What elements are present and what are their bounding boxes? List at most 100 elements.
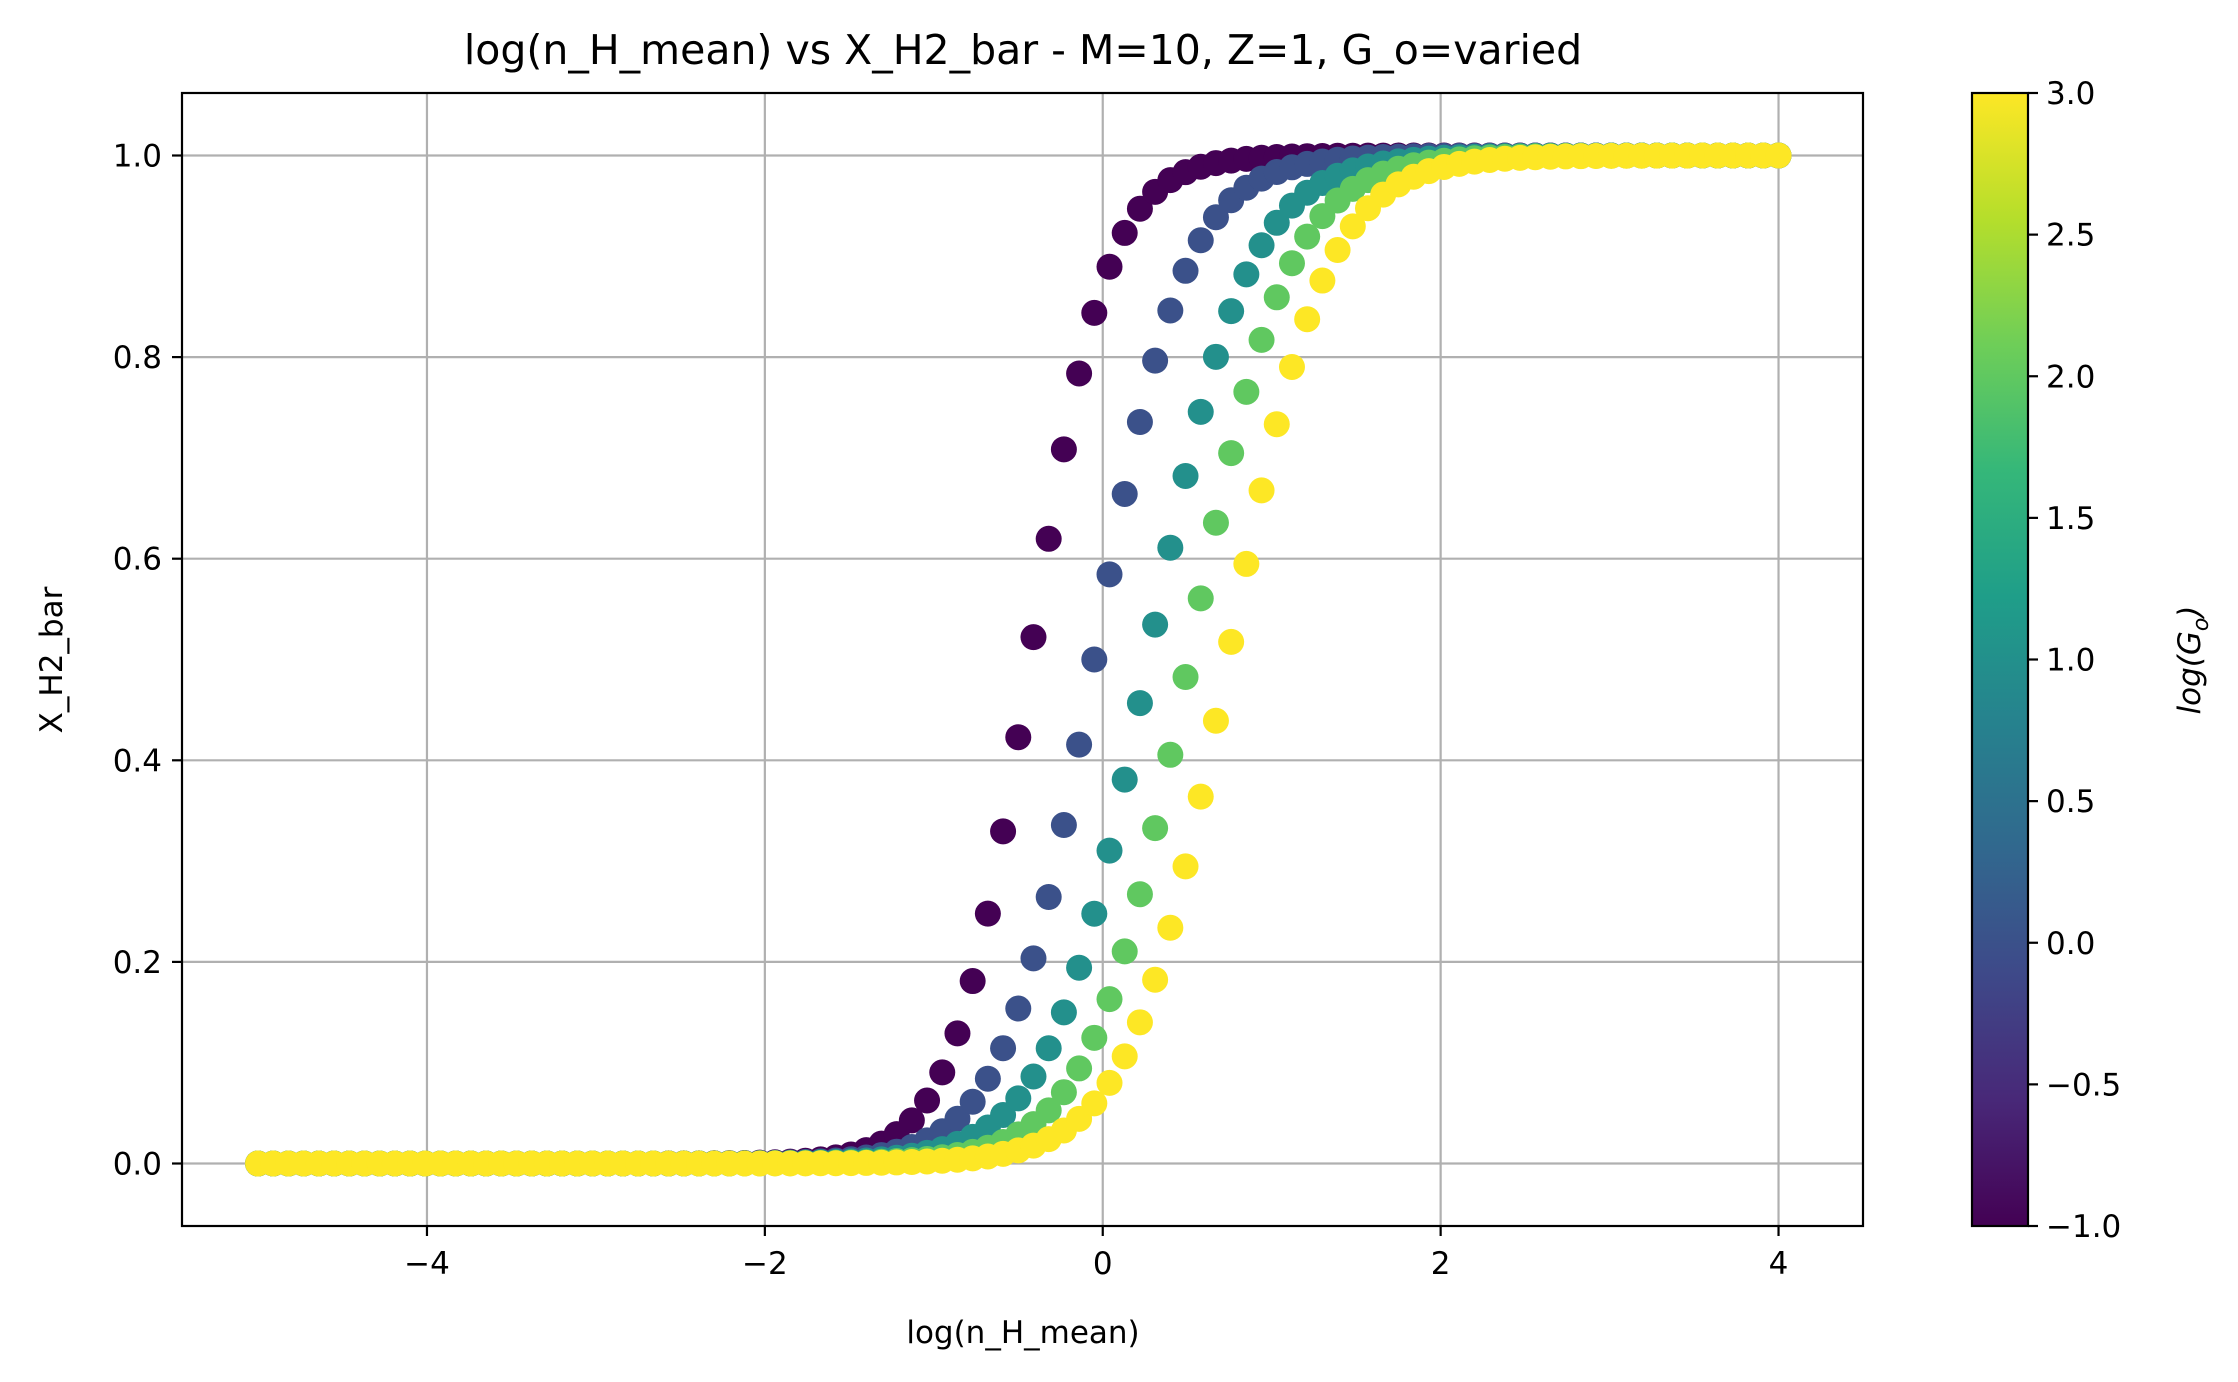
data-point — [1157, 914, 1184, 941]
x-tick-label: −4 — [404, 1246, 450, 1282]
colorbar-tick-label: 2.5 — [2046, 218, 2095, 254]
data-point — [1172, 257, 1199, 284]
data-point — [1172, 462, 1199, 489]
data-point — [974, 900, 1001, 927]
data-point — [1050, 436, 1077, 463]
colorbar-label-subscript: o — [2189, 618, 2214, 631]
y-tick-label: 1.0 — [113, 138, 162, 174]
data-point — [1172, 853, 1199, 880]
data-point — [974, 1065, 1001, 1092]
data-point — [1142, 611, 1169, 638]
data-point — [1294, 223, 1321, 250]
data-point — [1187, 227, 1214, 254]
data-point — [1187, 585, 1214, 612]
data-point — [1248, 326, 1275, 353]
data-point — [1050, 812, 1077, 839]
data-point — [1081, 900, 1108, 927]
data-point — [1187, 783, 1214, 810]
plot-frame — [180, 91, 1865, 1228]
data-point — [1096, 561, 1123, 588]
data-point — [1233, 378, 1260, 405]
scatter-points — [245, 142, 1792, 1177]
data-point — [1248, 477, 1275, 504]
data-point — [1187, 398, 1214, 425]
data-point — [1111, 1043, 1138, 1070]
data-point — [1081, 299, 1108, 326]
data-point — [944, 1105, 971, 1132]
data-point — [1157, 297, 1184, 324]
colorbar-label-close: ) — [2172, 606, 2208, 620]
data-point — [1005, 1085, 1032, 1112]
data-point — [1278, 353, 1305, 380]
x-axis-ticks: −4 −2 0 2 4 — [404, 1226, 1788, 1282]
data-point — [1263, 284, 1290, 311]
colorbar-ticks: −1.0 −0.5 0.0 0.5 1.0 1.5 2.0 2.5 3.0 — [2028, 76, 2121, 1245]
data-point — [1066, 731, 1093, 758]
colorbar-tick-label: 0.0 — [2046, 926, 2095, 962]
data-point — [1096, 837, 1123, 864]
data-point — [1005, 724, 1032, 751]
data-point — [1111, 480, 1138, 507]
data-point — [1111, 219, 1138, 246]
data-point — [929, 1059, 956, 1086]
data-point — [1005, 995, 1032, 1022]
data-point — [1050, 1079, 1077, 1106]
data-point — [1035, 1097, 1062, 1124]
data-point — [1126, 409, 1153, 435]
data-point — [1765, 142, 1792, 169]
colorbar-tick-label: −1.0 — [2046, 1209, 2121, 1245]
data-point — [1233, 261, 1260, 288]
data-point — [1126, 881, 1153, 908]
data-point — [1157, 534, 1184, 561]
data-point — [1126, 690, 1153, 717]
data-point — [1142, 815, 1169, 842]
y-tick-label: 0.2 — [113, 945, 162, 981]
data-point — [1248, 232, 1275, 259]
data-point — [1126, 1009, 1153, 1036]
colorbar: −1.0 −0.5 0.0 0.5 1.0 1.5 2.0 2.5 3.0 log(Go) — [1970, 76, 2214, 1245]
data-point — [1233, 550, 1260, 577]
data-point — [1263, 209, 1290, 236]
data-point — [1066, 1055, 1093, 1082]
colorbar-tick-label: 1.5 — [2046, 501, 2095, 537]
colorbar-tick-label: 0.5 — [2046, 784, 2095, 820]
x-tick-label: 2 — [1431, 1246, 1451, 1282]
data-point — [1096, 1069, 1123, 1096]
data-point — [1172, 664, 1199, 691]
data-point — [1020, 945, 1047, 972]
y-axis-ticks: 0.0 0.2 0.4 0.6 0.8 1.0 — [113, 138, 182, 1183]
data-point — [1278, 250, 1305, 277]
data-point — [1020, 624, 1047, 651]
colorbar-label-base: log(G — [2172, 631, 2208, 714]
data-point — [1111, 938, 1138, 965]
data-point — [959, 1088, 986, 1115]
series-logGo-3 — [245, 142, 1792, 1177]
data-point — [1142, 347, 1169, 374]
data-point — [1157, 741, 1184, 768]
data-point — [1202, 204, 1229, 231]
colorbar-tick-label: −0.5 — [2046, 1067, 2121, 1103]
colorbar-label: log(Go) — [2172, 606, 2214, 715]
data-point — [898, 1107, 925, 1134]
data-point — [1339, 213, 1366, 240]
y-axis-label: X_H2_bar — [34, 586, 70, 733]
data-point — [1263, 411, 1290, 438]
data-point — [1218, 440, 1245, 467]
data-point — [1218, 628, 1245, 655]
data-point — [990, 1035, 1017, 1062]
data-point — [1066, 954, 1093, 981]
data-point — [990, 1101, 1017, 1128]
plot-area: −4 −2 0 2 4 0.0 0.2 0.4 0.6 0.8 1.0 — [113, 91, 1865, 1282]
data-point — [1218, 298, 1245, 325]
colorbar-tick-label: 3.0 — [2046, 76, 2095, 112]
data-point — [1035, 884, 1062, 910]
y-tick-label: 0.8 — [113, 340, 162, 376]
y-tick-label: 0.4 — [113, 743, 162, 779]
y-tick-label: 0.6 — [113, 542, 162, 578]
data-point — [1294, 306, 1321, 333]
data-point — [1035, 525, 1062, 552]
data-point — [1309, 267, 1336, 294]
colorbar-tick-label: 2.0 — [2046, 359, 2095, 395]
y-tick-label: 0.0 — [113, 1147, 162, 1183]
